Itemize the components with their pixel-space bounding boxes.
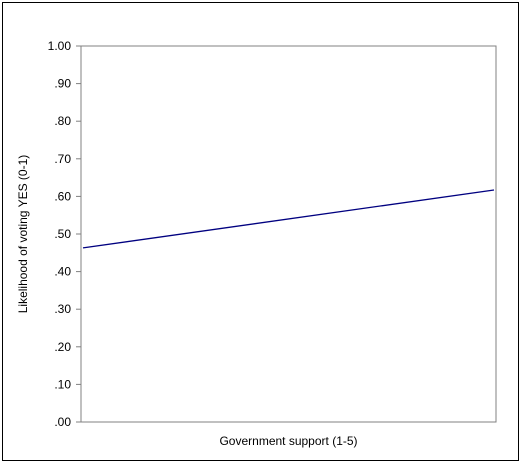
y-tick-label: .00: [54, 415, 71, 429]
y-tick-label: .90: [54, 77, 71, 91]
y-tick-label: .70: [54, 152, 71, 166]
y-axis: .00 .10 .20 .30 .40 .50 .60 .70 .80 .90 1.00: [48, 39, 81, 429]
y-tick-label: .10: [54, 377, 71, 391]
y-tick-label: 1.00: [48, 39, 72, 53]
x-axis-title: Government support (1-5): [219, 434, 357, 448]
y-tick-label: .20: [54, 340, 71, 354]
series-layer: [82, 189, 495, 249]
y-tick-label: .80: [54, 114, 71, 128]
y-tick-label: .60: [54, 189, 71, 203]
series-line: [82, 189, 495, 249]
y-tick-label: .30: [54, 302, 71, 316]
y-axis-title: Likelihood of voting YES (0-1): [16, 155, 30, 314]
y-tick-label: .40: [54, 265, 71, 279]
plot-area: [80, 45, 497, 423]
y-tick-label: .50: [54, 227, 71, 241]
